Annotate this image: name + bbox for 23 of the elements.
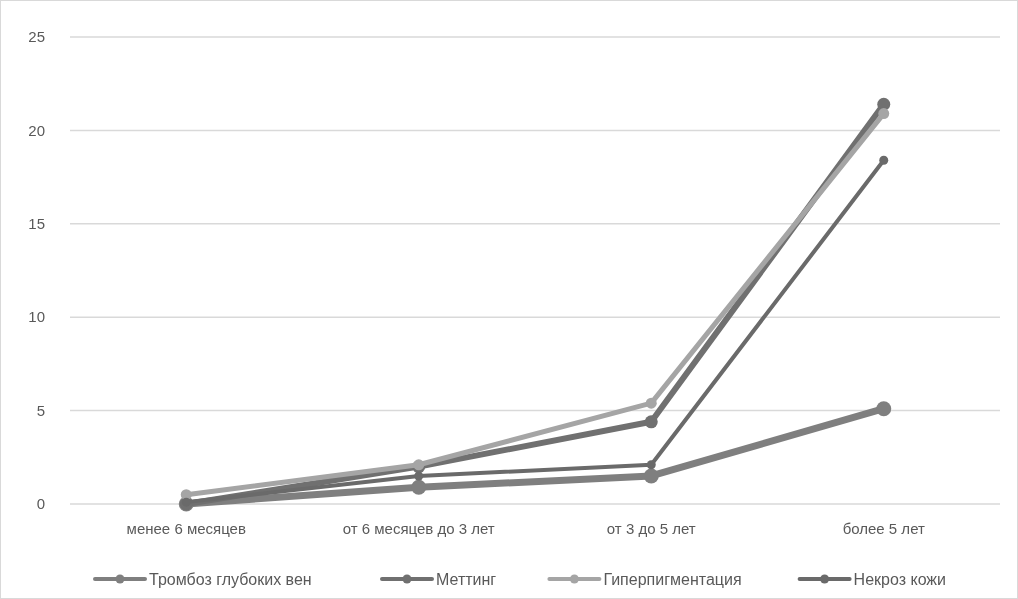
y-tick-label: 20 — [28, 121, 45, 139]
point — [876, 401, 892, 417]
point — [643, 468, 659, 484]
y-tick-label: 10 — [28, 308, 45, 326]
x-tick-label: от 6 месяцев до 3 лет — [342, 520, 495, 537]
y-tick-label: 15 — [28, 215, 45, 233]
legend-label: Меттинг — [436, 570, 497, 588]
y-tick-label: 5 — [36, 401, 45, 419]
y-tick-label: 0 — [36, 495, 45, 513]
point — [646, 460, 656, 470]
x-tick-label: более 5 лет — [842, 520, 925, 537]
point — [411, 479, 427, 495]
x-tick-label: от 3 до 5 лет — [606, 520, 696, 537]
point — [644, 415, 658, 429]
point — [878, 108, 890, 120]
legend-label: Тромбоз глубоких вен — [149, 570, 312, 588]
point — [414, 471, 424, 481]
legend-label: Гиперпигментация — [603, 570, 742, 588]
point — [879, 155, 889, 165]
legend-label: Некроз кожи — [853, 570, 946, 588]
x-tick-label: менее 6 месяцев — [126, 520, 246, 537]
point — [645, 397, 657, 409]
y-tick-label: 25 — [28, 28, 45, 46]
